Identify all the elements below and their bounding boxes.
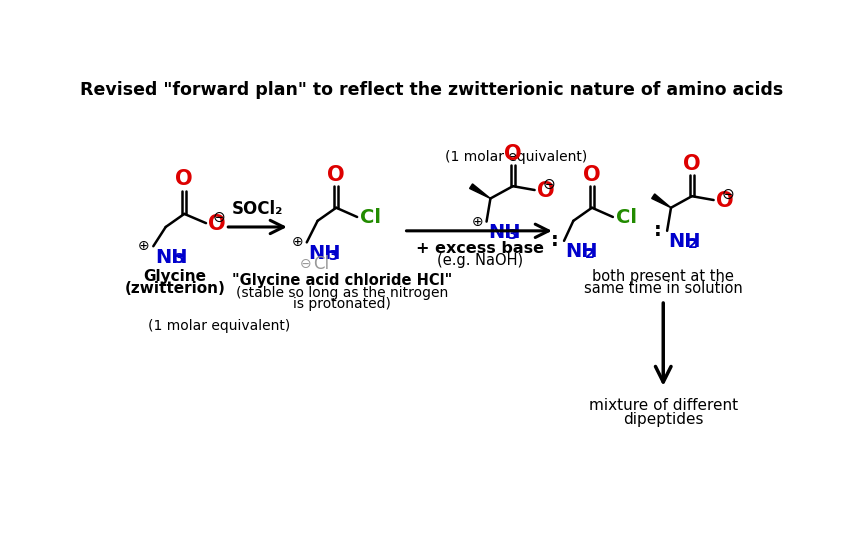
Text: 3: 3 <box>174 252 184 267</box>
Text: O: O <box>716 191 733 211</box>
Text: O: O <box>504 144 522 164</box>
Text: (1 molar equivalent): (1 molar equivalent) <box>148 319 290 333</box>
Text: :: : <box>551 231 558 250</box>
Text: O: O <box>208 214 226 234</box>
Text: dipeptides: dipeptides <box>623 412 704 427</box>
Text: "Glycine acid chloride HCl": "Glycine acid chloride HCl" <box>232 273 452 288</box>
Text: same time in solution: same time in solution <box>584 281 743 296</box>
Text: ⊖: ⊖ <box>542 177 555 192</box>
Text: SOCl₂: SOCl₂ <box>232 200 283 218</box>
Text: + excess base: + excess base <box>416 241 544 256</box>
Text: 3: 3 <box>328 249 338 263</box>
Text: NH: NH <box>669 232 701 251</box>
Text: (zwitterion): (zwitterion) <box>125 281 226 296</box>
Text: O: O <box>683 154 701 174</box>
Text: ⊕: ⊕ <box>472 214 483 228</box>
Text: (stable so long as the nitrogen: (stable so long as the nitrogen <box>236 286 448 300</box>
Text: Cl: Cl <box>616 208 637 227</box>
Text: O: O <box>584 165 600 184</box>
Text: O: O <box>328 165 345 184</box>
Text: Glycine: Glycine <box>143 269 206 285</box>
Text: Cl: Cl <box>313 255 329 273</box>
Text: NH: NH <box>566 243 598 261</box>
Text: O: O <box>175 169 193 189</box>
Text: O: O <box>537 181 555 201</box>
Text: 2: 2 <box>585 247 594 261</box>
Text: 3: 3 <box>508 228 517 242</box>
Text: is protonated): is protonated) <box>293 297 391 311</box>
Text: :: : <box>654 221 662 240</box>
Text: ⊖: ⊖ <box>213 210 226 225</box>
Text: mixture of different: mixture of different <box>589 398 738 413</box>
Text: NH: NH <box>488 223 520 242</box>
Text: (1 molar equivalent): (1 molar equivalent) <box>445 150 587 164</box>
Text: (e.g. NaOH): (e.g. NaOH) <box>436 253 523 268</box>
Text: ⊖: ⊖ <box>300 257 311 271</box>
Polygon shape <box>470 184 490 199</box>
Polygon shape <box>652 194 671 208</box>
Text: 2: 2 <box>688 237 698 251</box>
Text: NH: NH <box>308 244 341 263</box>
Text: ⊖: ⊖ <box>722 187 734 202</box>
Text: ⊕: ⊕ <box>138 239 150 253</box>
Text: both present at the: both present at the <box>592 269 734 285</box>
Text: Cl: Cl <box>360 208 381 227</box>
Text: NH: NH <box>155 248 188 267</box>
Text: Revised "forward plan" to reflect the zwitterionic nature of amino acids: Revised "forward plan" to reflect the zw… <box>80 81 783 98</box>
Text: ⊕: ⊕ <box>291 236 303 249</box>
